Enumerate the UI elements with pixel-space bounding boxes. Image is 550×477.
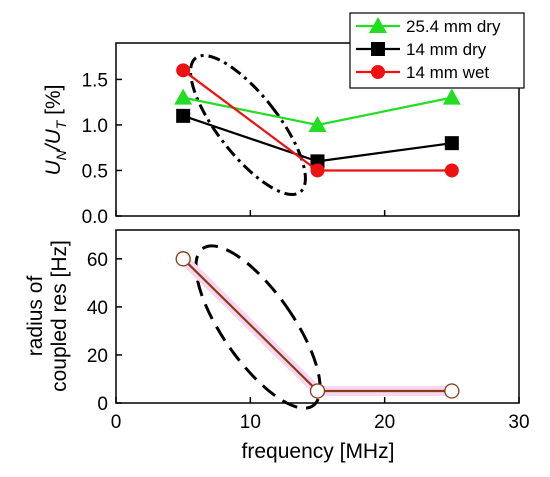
bottom-y-tick-label-3: 60 — [87, 250, 108, 271]
series-1-point-2 — [444, 136, 459, 151]
legend-entries: 25.4 mm dry 14 mm dry 14 mm wet — [356, 17, 501, 82]
bottom-y-tick-label-0: 0 — [97, 394, 108, 415]
top-y-axis-title: UN/UT [%] — [42, 84, 69, 175]
bottom-series-point-1 — [309, 383, 326, 399]
series-0-point-1 — [308, 115, 327, 132]
series-0-point-0 — [174, 88, 193, 105]
top-y-tick-label-3: 1.5 — [82, 70, 108, 91]
top-plot-frame — [115, 42, 520, 217]
top-y-tick-label-2: 1.0 — [82, 116, 108, 137]
bottom-series-line-0 — [182, 258, 452, 393]
bottom-series-point-0 — [175, 251, 191, 267]
x-tick-label-1: 10 — [240, 412, 261, 433]
legend-marker-0 — [369, 17, 387, 33]
x-tick-label-3: 30 — [508, 412, 529, 433]
legend-label-1: 14 mm dry — [406, 40, 487, 59]
series-0-point-2 — [442, 88, 461, 105]
series-1-point-0 — [176, 108, 191, 123]
top-highlight-ellipse — [189, 54, 307, 196]
top-y-tick-label-1: 0.5 — [82, 161, 108, 182]
marks-layer — [174, 63, 461, 399]
legend: 25.4 mm dry 14 mm dry 14 mm wet — [349, 12, 525, 89]
bottom-y-tick-label-2: 40 — [87, 298, 108, 319]
x-axis-title: frequency [MHz] — [242, 440, 395, 463]
ticks-layer: 0 10 20 30 0.0 0.5 1.0 1.5 0 20 40 60 — [82, 70, 530, 433]
series-2-point-2 — [444, 163, 459, 178]
top-y-tick-label-0: 0.0 — [82, 207, 108, 228]
bottom-y-tick-label-1: 20 — [87, 346, 108, 367]
bottom-series-point-2 — [444, 383, 460, 399]
bottom-y-axis-title-line2: coupled res [Hz] — [48, 240, 71, 392]
x-tick-label-2: 20 — [374, 412, 395, 433]
bottom-highlight-ellipse — [194, 244, 322, 410]
bottom-y-axis-title-line1: radius of — [24, 276, 47, 357]
legend-marker-2 — [371, 65, 385, 79]
legend-label-0: 25.4 mm dry — [406, 17, 501, 36]
series-2-point-1 — [310, 163, 325, 178]
x-tick-label-0: 0 — [111, 412, 122, 433]
legend-marker-1 — [371, 42, 385, 56]
legend-label-2: 14 mm wet — [406, 63, 489, 82]
bottom-series-glow-0 — [179, 255, 452, 396]
series-2-point-0 — [176, 63, 191, 78]
